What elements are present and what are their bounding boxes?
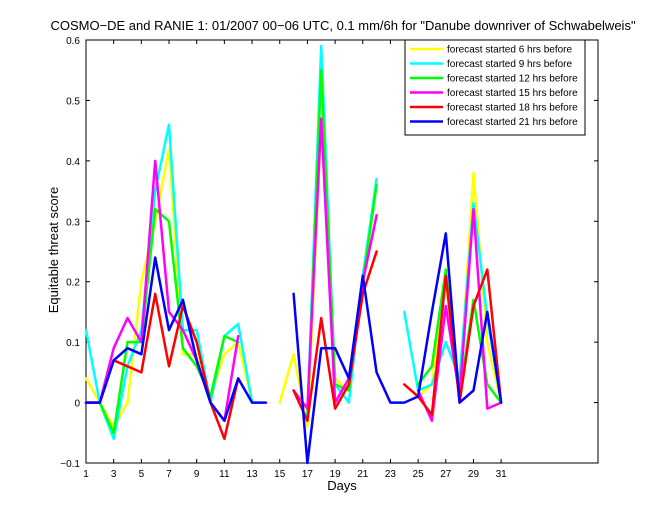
legend-label-6: forecast started 21 hrs before (447, 117, 578, 128)
legend-label-5: forecast started 18 hrs before (447, 103, 578, 114)
legend-label-1: forecast started 6 hrs before (447, 45, 573, 56)
y-tick-label: 0.1 (66, 338, 80, 349)
x-tick-label: 19 (330, 469, 342, 480)
x-tick-label: 3 (111, 469, 117, 480)
x-tick-label: 29 (468, 469, 480, 480)
y-tick-label: 0.4 (66, 157, 80, 168)
x-tick-label: 9 (194, 469, 200, 480)
y-tick-label: 0 (74, 399, 80, 410)
legend-label-3: forecast started 12 hrs before (447, 74, 578, 85)
y-tick-label: 0.3 (66, 217, 80, 228)
y-tick-label: 0.2 (66, 278, 80, 289)
series-line-6 (84, 232, 503, 465)
x-tick-label: 21 (357, 469, 369, 480)
chart-title: COSMO−DE and RANIE 1: 01/2007 00−06 UTC,… (50, 18, 636, 33)
x-tick-label: 13 (246, 469, 258, 480)
x-tick-label: 15 (274, 469, 286, 480)
x-tick-label: 25 (413, 469, 425, 480)
x-tick-label: 23 (385, 469, 397, 480)
x-tick-label: 5 (139, 469, 145, 480)
x-tick-label: 11 (219, 469, 230, 480)
legend-box (404, 39, 586, 136)
x-tick-label: 7 (166, 469, 172, 480)
legend-label-4: forecast started 15 hrs before (447, 88, 578, 99)
x-axis-label: Days (327, 478, 357, 493)
legend: forecast started 6 hrs before forecast st… (404, 39, 586, 136)
y-tick-label: −0.1 (60, 459, 80, 470)
x-tick-label: 1 (83, 469, 89, 480)
y-tick-label: 0.5 (66, 96, 80, 107)
x-tick-label: 31 (496, 469, 508, 480)
y-axis-label: Equitable threat score (46, 187, 61, 313)
x-tick-label: 27 (440, 469, 452, 480)
y-tick-label: 0.6 (66, 36, 80, 47)
x-tick-label: 17 (302, 469, 314, 480)
legend-label-2: forecast started 9 hrs before (447, 59, 573, 70)
